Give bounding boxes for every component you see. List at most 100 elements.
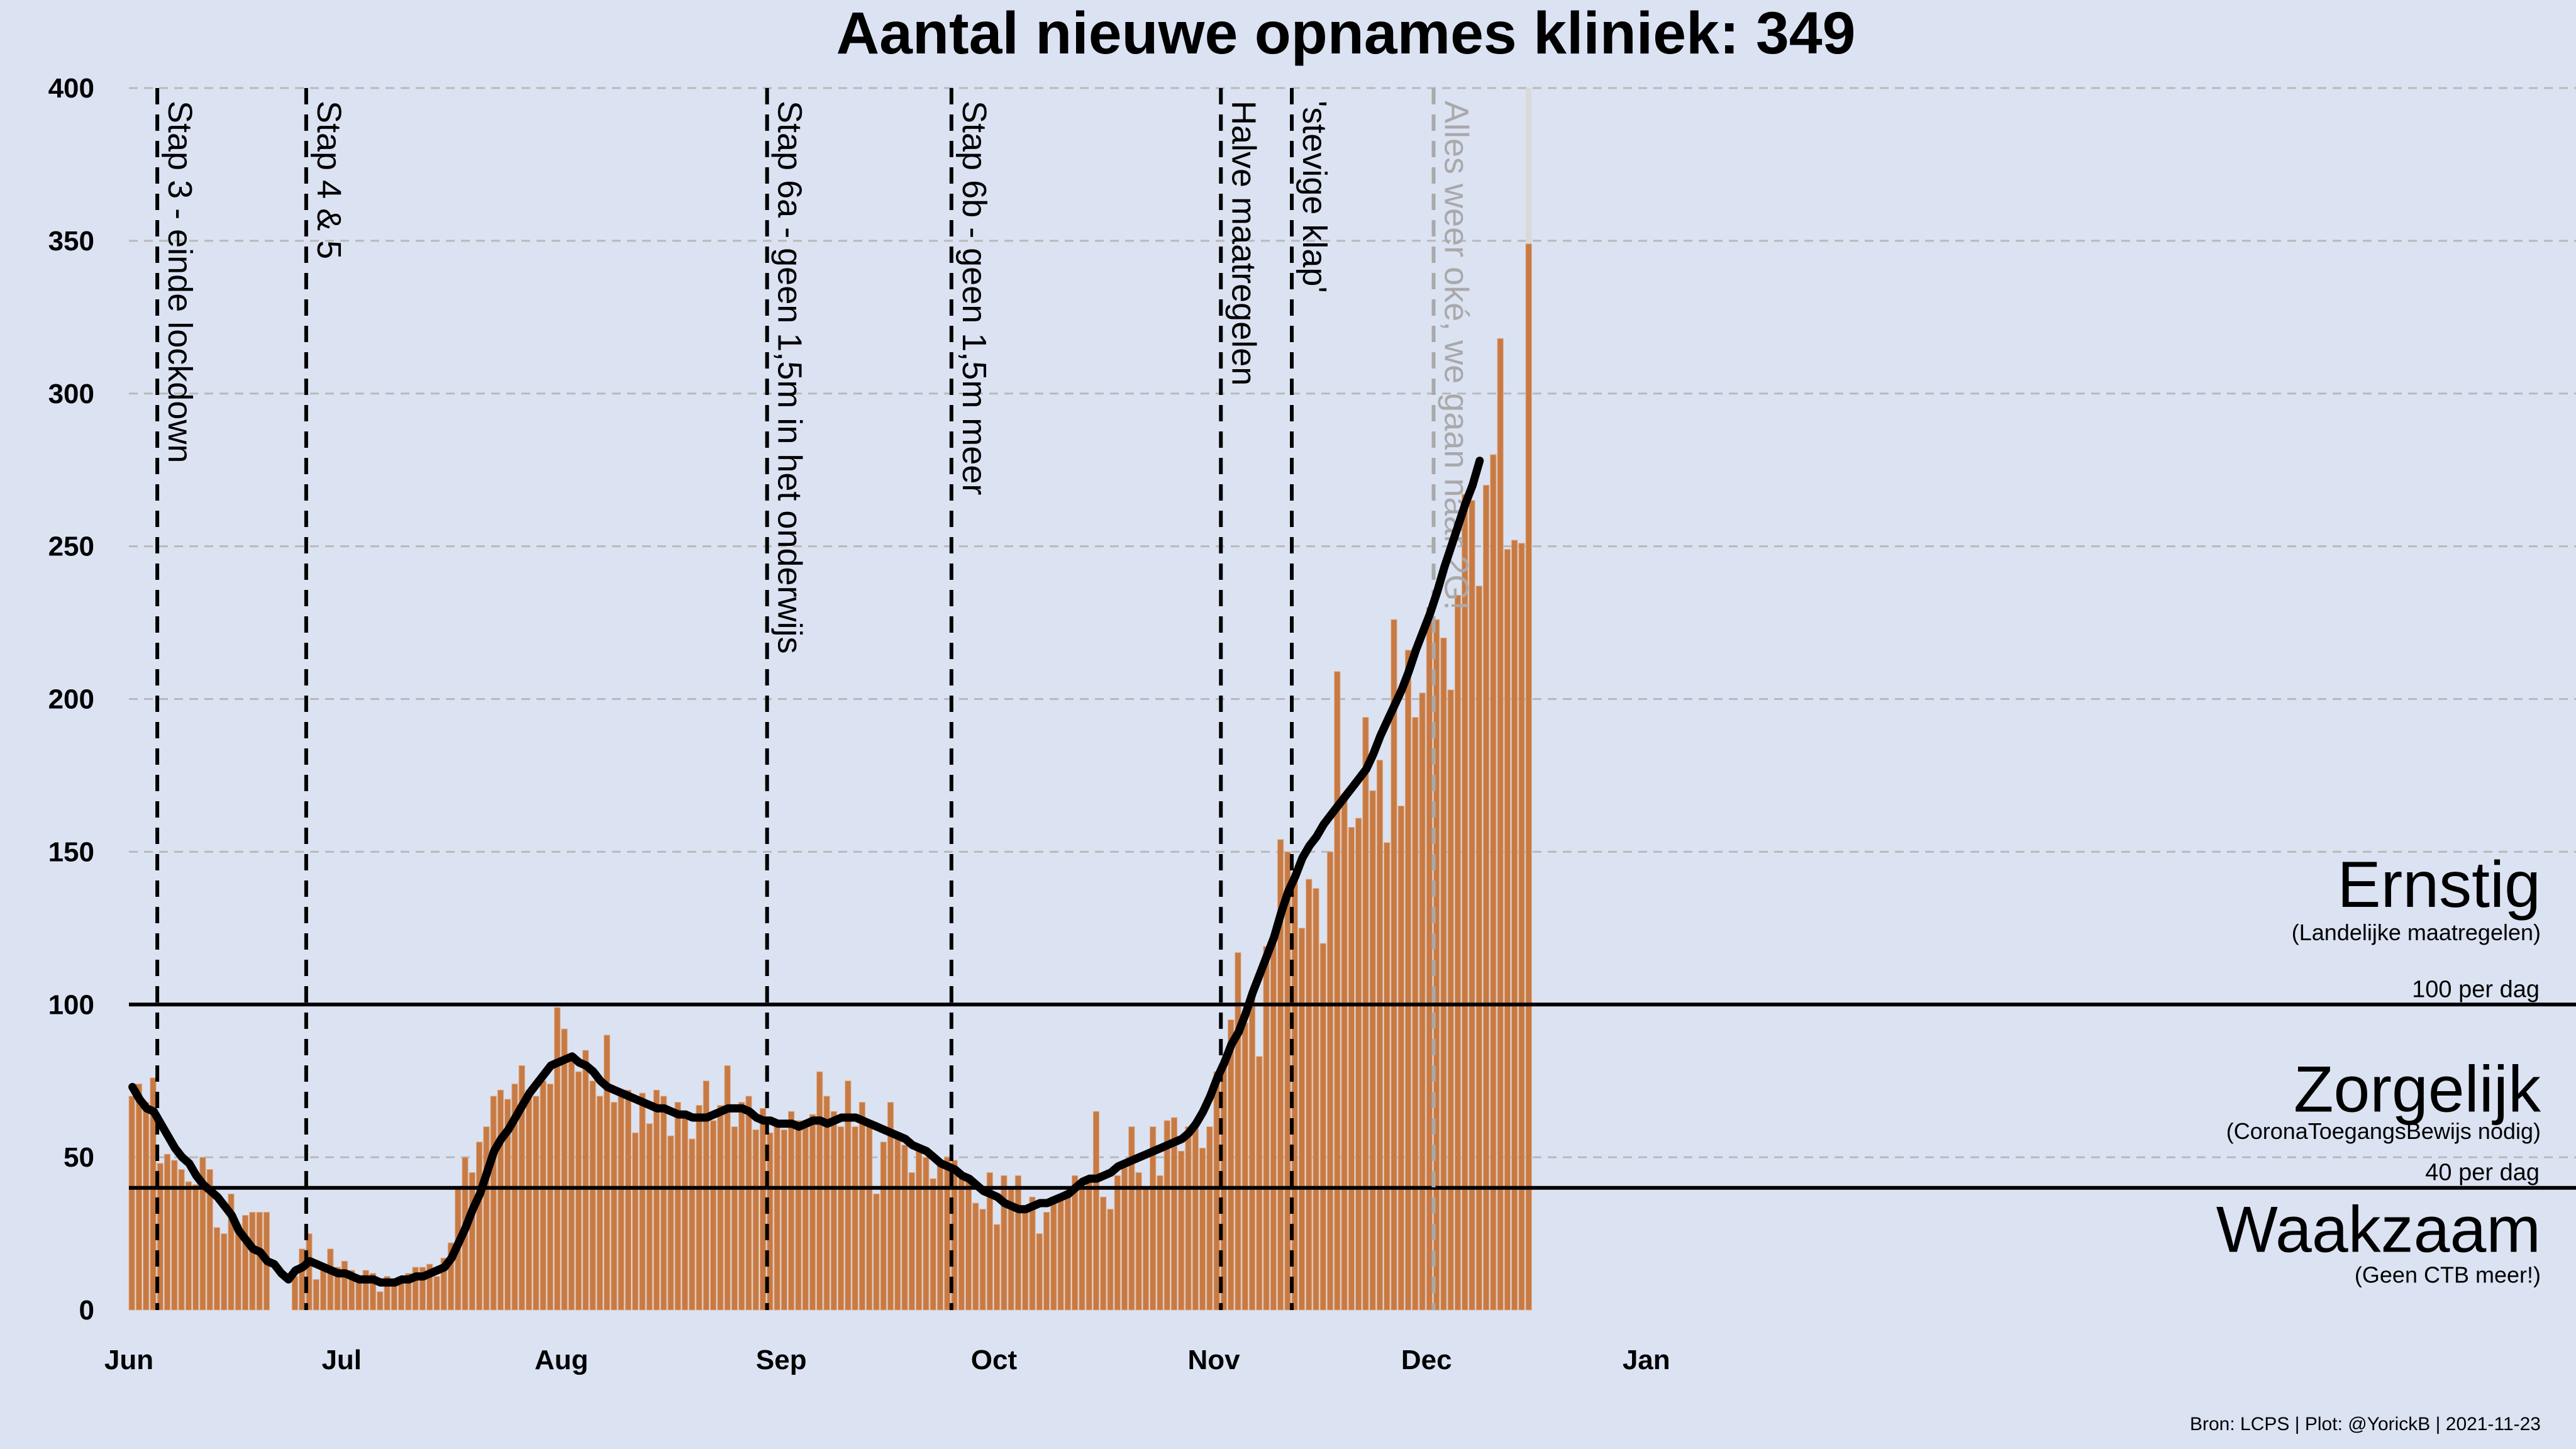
bar [1050,1196,1057,1311]
bar [1014,1175,1022,1311]
bar [1468,500,1475,1311]
bar [1525,243,1532,1311]
bar [327,1248,334,1311]
bar [901,1145,908,1311]
bar [1277,839,1284,1311]
y-axis: 0 50 100 150 200 250 300 350 400 [48,73,94,1326]
bar [1072,1175,1079,1311]
x-tick-label: Jan [1623,1345,1670,1375]
bar [894,1138,901,1311]
bar [702,1080,710,1311]
zone-sublabel: (CoronaToegangsBewijs nodig) [2226,1118,2541,1144]
bar [377,1291,384,1311]
bar [369,1273,377,1311]
chart-title: Aantal nieuwe opnames kliniek: 349 [836,0,1856,67]
bar [1284,851,1291,1311]
bar [972,1202,979,1311]
bar [1228,1019,1235,1311]
bar [1482,484,1490,1311]
bar [873,1193,880,1311]
bar [242,1214,249,1311]
bar [1213,1071,1220,1311]
bar [596,1096,603,1311]
event-label: Stap 3 - einde lockdown [161,101,199,463]
bar [646,1123,653,1311]
bar [419,1267,426,1311]
threshold-label: 100 per dag [2412,976,2540,1002]
bar [738,1102,745,1311]
bar [1391,619,1397,1311]
y-tick-label: 250 [48,531,94,562]
bar [582,1050,589,1311]
bar [1490,454,1497,1311]
bar [504,1099,511,1311]
x-tick-label: Sep [756,1345,807,1375]
bar [1497,338,1504,1311]
bar [639,1092,646,1311]
bar [915,1148,923,1311]
event-lines: Stap 3 - einde lockdown Stap 4 & 5 Stap 6a… [155,88,1475,1310]
bar [1319,943,1326,1311]
bar [192,1184,199,1311]
bar [185,1181,192,1311]
bar [1064,1191,1072,1311]
bar [1029,1196,1036,1311]
y-tick-label: 100 [48,989,94,1020]
bar [752,1129,759,1311]
bar [213,1227,221,1311]
bar [256,1212,263,1311]
bar [1263,946,1270,1311]
bar [1412,717,1419,1311]
bar [1334,671,1341,1311]
bar [1199,1148,1206,1311]
bar [397,1282,405,1311]
bar [348,1270,355,1311]
bar [355,1282,362,1311]
bar [631,1132,639,1311]
bar [1107,1209,1114,1311]
bar [1150,1126,1157,1311]
bar [696,1105,702,1311]
bar [1036,1233,1043,1311]
bar [767,1132,774,1311]
bar [497,1089,504,1311]
bar [1092,1111,1100,1311]
bar [561,1028,568,1311]
bar [880,1141,887,1311]
zone-sublabel: (Geen CTB meer!) [2355,1262,2541,1287]
bar [618,1096,625,1311]
y-tick-label: 200 [48,684,94,715]
bar [780,1129,788,1311]
bar [1170,1117,1178,1311]
x-tick-label: Jun [104,1345,153,1375]
bar [1397,806,1404,1311]
bar [1313,888,1319,1311]
bar [653,1089,660,1311]
bar [533,1096,540,1311]
bar [1085,1181,1092,1311]
bar [1518,543,1525,1311]
y-tick-label: 150 [48,836,94,867]
bar [1270,936,1277,1311]
bar [930,1178,936,1311]
source-credit: Bron: LCPS | Plot: @YorickB | 2021-11-23 [2190,1414,2541,1435]
bar [135,1084,143,1311]
bar [490,1096,497,1311]
event-label: Stap 6b - geen 1,5m meer [955,101,993,495]
bar [341,1260,348,1311]
bar [299,1248,306,1311]
bar [1043,1212,1050,1311]
bar [128,1096,135,1311]
bar [1355,818,1362,1311]
zone-labels: Ernstig(Landelijke maatregelen) Zorgelijk… [2216,848,2541,1287]
bar [1376,760,1384,1311]
bar [384,1276,391,1311]
event-label: Stap 4 & 5 [310,101,348,259]
bar [837,1126,845,1311]
zone-label: Zorgelijk [2294,1053,2541,1126]
bar [611,1102,618,1311]
x-tick-label: Dec [1401,1345,1452,1375]
bar [447,1242,455,1311]
x-tick-label: Jul [321,1345,362,1375]
